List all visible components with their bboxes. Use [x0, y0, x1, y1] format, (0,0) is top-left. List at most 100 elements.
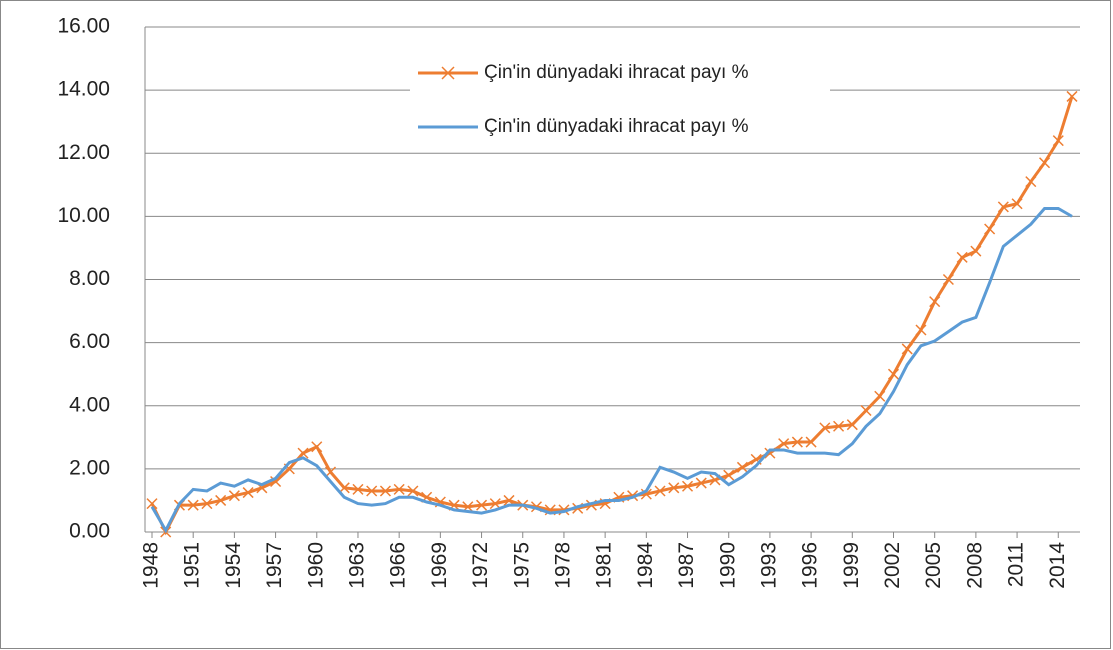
marker-stroke [270, 475, 282, 488]
y-tick-label: 6.00 [69, 330, 110, 353]
marker-stroke [874, 390, 886, 402]
marker [297, 447, 309, 459]
marker-stroke [311, 441, 323, 453]
marker-stroke [324, 466, 337, 478]
y-tick-label: 8.00 [69, 267, 110, 290]
y-tick-label: 2.00 [69, 456, 110, 479]
x-tick-label: 1948 [140, 542, 163, 589]
marker [805, 436, 817, 448]
marker-stroke [833, 420, 845, 432]
legend-marker [441, 66, 455, 80]
marker-stroke [860, 404, 872, 417]
marker-stroke [736, 461, 748, 473]
marker-stroke [530, 501, 543, 513]
marker [311, 441, 323, 453]
x-tick-label: 1981 [593, 542, 616, 589]
marker-stroke [1039, 157, 1051, 169]
marker-stroke [901, 343, 913, 355]
marker [1052, 135, 1064, 147]
marker-stroke [929, 296, 941, 308]
marker [833, 420, 845, 432]
x-tick-label: 2014 [1046, 542, 1069, 589]
y-tick-label: 16.00 [57, 15, 110, 38]
marker [819, 422, 831, 434]
marker [242, 487, 254, 499]
marker-stroke [640, 488, 652, 500]
marker [778, 438, 790, 450]
marker-stroke [476, 499, 488, 511]
marker [270, 475, 282, 488]
marker-stroke [984, 223, 996, 235]
marker [366, 485, 378, 497]
marker-stroke [283, 463, 295, 475]
marker [640, 488, 652, 500]
marker-stroke [338, 482, 350, 494]
x-tick-label: 1975 [510, 542, 533, 589]
marker-stroke [778, 438, 790, 450]
x-tick-label: 1969 [428, 542, 451, 589]
x-tick-label: 2005 [922, 542, 945, 589]
x-tick-label: 1978 [551, 542, 574, 589]
marker-stroke [887, 368, 900, 380]
marker [654, 485, 666, 497]
series-line [150, 206, 1073, 534]
marker [1066, 90, 1078, 102]
x-tick-label: 1960 [304, 542, 327, 589]
x-tick-label: 2011 [1005, 542, 1028, 587]
marker [681, 480, 694, 492]
x-tick-label: 1996 [799, 542, 822, 589]
marker [324, 466, 337, 478]
marker-stroke [187, 499, 199, 511]
marker-stroke [393, 483, 405, 495]
marker-stroke [201, 498, 213, 510]
marker [1039, 157, 1051, 169]
marker-stroke [942, 273, 954, 286]
x-tick-label: 1993 [757, 542, 780, 589]
marker-stroke [750, 453, 762, 465]
marker [1011, 198, 1023, 210]
marker [984, 223, 996, 235]
y-tick-label: 12.00 [57, 141, 110, 164]
marker [476, 499, 488, 511]
marker [187, 499, 199, 511]
x-tick-label: 2002 [881, 542, 904, 589]
x-tick-label: 1951 [181, 542, 204, 589]
marker [915, 324, 927, 336]
x-tick-label: 1957 [263, 542, 286, 589]
marker-stroke [970, 245, 982, 257]
marker-stroke [695, 477, 707, 489]
marker-stroke [366, 485, 378, 497]
marker [407, 485, 419, 497]
marker-stroke [503, 494, 515, 506]
marker [489, 498, 501, 510]
x-tick-label: 1963 [346, 542, 369, 589]
marker-stroke [805, 436, 817, 448]
y-tick-label: 14.00 [57, 78, 110, 101]
marker [352, 483, 364, 495]
x-tick-label: 1972 [469, 542, 492, 589]
marker [997, 201, 1009, 213]
marker-stroke [407, 485, 419, 497]
marker [201, 498, 213, 510]
y-tick-label: 0.00 [69, 520, 110, 543]
marker-stroke [819, 422, 831, 434]
marker-stroke [489, 498, 501, 510]
marker [929, 296, 941, 308]
marker [860, 404, 872, 417]
marker [874, 390, 886, 402]
marker-stroke [681, 480, 694, 492]
marker-stroke [215, 494, 227, 506]
marker-stroke [352, 483, 364, 495]
x-tick-label: 1999 [840, 542, 863, 589]
marker [695, 477, 707, 489]
marker [736, 461, 748, 473]
marker-stroke [1025, 176, 1037, 188]
marker-stroke [915, 324, 927, 336]
legend-box [410, 52, 830, 152]
marker-stroke [846, 419, 858, 431]
marker-stroke [654, 485, 666, 497]
marker-stroke [146, 498, 158, 510]
marker [970, 245, 982, 257]
x-tick-label: 2008 [963, 542, 986, 589]
